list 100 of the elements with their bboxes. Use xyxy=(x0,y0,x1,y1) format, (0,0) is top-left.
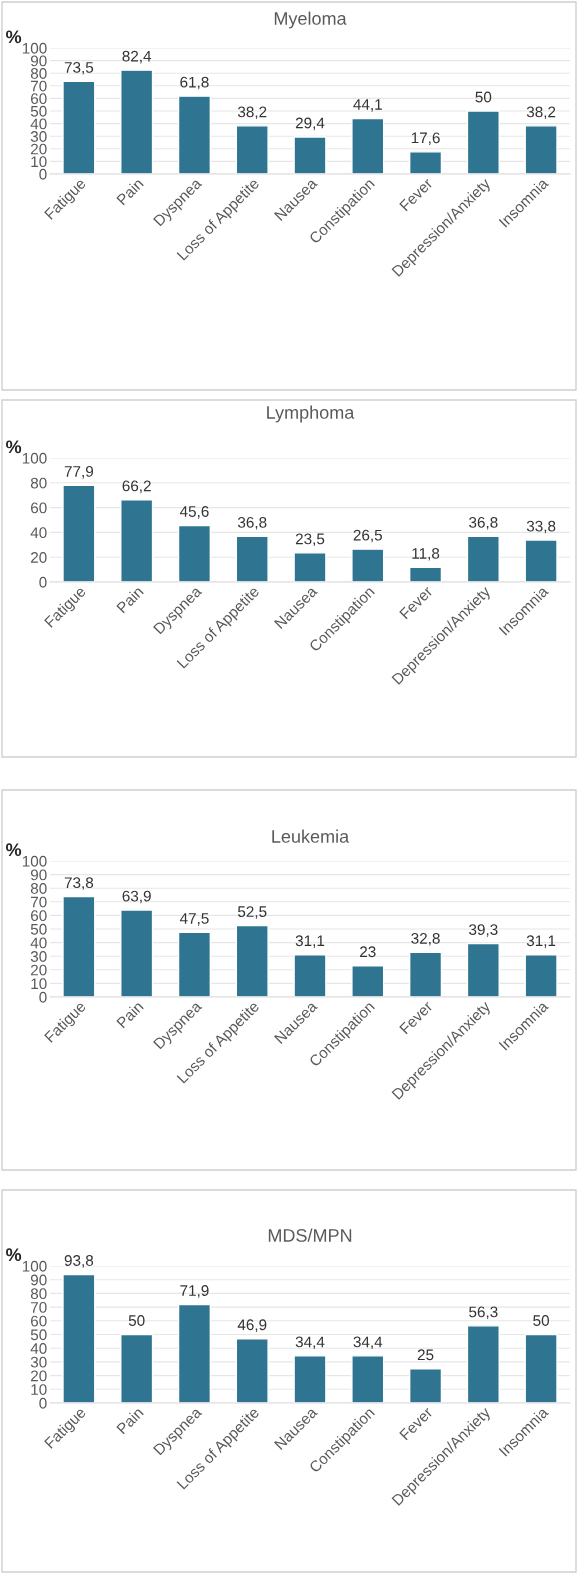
y-tick-label: 10 xyxy=(31,156,47,168)
data-label: 11,8 xyxy=(412,547,440,561)
bar xyxy=(235,1338,269,1403)
y-tick-label: 100 xyxy=(22,855,47,867)
data-label: 25 xyxy=(417,1349,434,1361)
y-tick-label: 80 xyxy=(30,477,47,489)
data-label: 33,8 xyxy=(526,520,556,534)
y-tick-label: 30 xyxy=(30,1356,47,1368)
x-tick-label: Pain xyxy=(115,1000,144,1029)
bar xyxy=(524,125,558,174)
y-tick-label: 0 xyxy=(39,1397,47,1409)
data-label: 32,8 xyxy=(411,933,440,946)
data-label: 31,1 xyxy=(295,935,325,948)
bar xyxy=(120,69,154,174)
bar xyxy=(351,548,385,582)
y-tick-label: 90 xyxy=(30,1274,47,1286)
bar xyxy=(408,151,443,174)
bar xyxy=(62,895,96,997)
y-tick-label: 40 xyxy=(30,527,47,539)
y-tick-label: 70 xyxy=(31,1301,47,1313)
bar xyxy=(120,499,154,582)
y-tick-label: 40 xyxy=(30,1343,47,1354)
y-tick-label: 70 xyxy=(31,80,47,92)
y-tick-label: 30 xyxy=(30,951,47,962)
y-tick-label: 40 xyxy=(30,937,47,949)
bar xyxy=(466,1325,500,1403)
data-label: 34,4 xyxy=(353,1336,383,1350)
chart-title: Lymphoma xyxy=(267,405,355,423)
y-tick-label: 0 xyxy=(39,576,47,588)
data-label: 38,2 xyxy=(237,106,267,120)
chart-title: Myeloma xyxy=(274,11,347,29)
y-tick-label: 10 xyxy=(31,1384,47,1395)
data-label: 50 xyxy=(533,1315,550,1326)
bar xyxy=(293,954,327,997)
y-tick-label: 100 xyxy=(22,452,47,464)
bar xyxy=(408,1368,443,1403)
data-label: 44,1 xyxy=(353,99,382,112)
y-tick-label: 60 xyxy=(31,1315,47,1327)
data-label: 46,9 xyxy=(237,1319,267,1332)
y-axis-title: % xyxy=(6,440,22,454)
x-tick-label: Pain xyxy=(115,585,144,614)
data-label: 56,3 xyxy=(469,1306,498,1320)
bar xyxy=(466,535,500,582)
bar xyxy=(235,924,269,997)
y-tick-label: 50 xyxy=(30,1329,47,1341)
bar xyxy=(235,535,269,582)
data-label: 73,5 xyxy=(64,62,94,75)
y-tick-label: 100 xyxy=(22,1260,47,1272)
bar xyxy=(408,566,443,582)
data-label: 31,1 xyxy=(526,935,556,948)
y-axis-title: % xyxy=(6,843,22,857)
y-tick-label: 20 xyxy=(31,1370,47,1382)
data-label: 93,8 xyxy=(64,1255,94,1268)
y-tick-label: 90 xyxy=(30,55,47,67)
data-label: 50 xyxy=(475,91,492,103)
bar xyxy=(524,954,558,997)
y-axis-title: % xyxy=(6,1248,22,1262)
y-tick-label: 20 xyxy=(31,552,47,563)
y-axis-title: % xyxy=(6,30,22,44)
y-tick-label: 50 xyxy=(30,923,47,935)
bar xyxy=(177,524,212,582)
bar xyxy=(524,539,558,582)
bar xyxy=(177,95,212,174)
data-label: 61,8 xyxy=(180,76,209,90)
y-tick-label: 100 xyxy=(22,42,47,54)
chart-title: Leukemia xyxy=(272,829,350,843)
bar xyxy=(408,951,443,997)
y-tick-label: 60 xyxy=(31,502,47,514)
y-tick-label: 80 xyxy=(30,1288,47,1300)
y-tick-label: 30 xyxy=(30,131,47,142)
bar xyxy=(177,931,212,997)
data-label: 38,2 xyxy=(526,106,556,120)
data-label: 39,3 xyxy=(469,924,498,937)
data-label: 73,8 xyxy=(64,877,94,890)
y-tick-label: 60 xyxy=(31,910,47,922)
x-tick-label: Pain xyxy=(115,1406,144,1435)
x-tick-label: Pain xyxy=(115,177,144,206)
data-label: 17,6 xyxy=(411,132,440,146)
y-tick-label: 90 xyxy=(30,869,47,881)
data-label: 47,5 xyxy=(179,913,209,926)
chart-title: MDS/MPN xyxy=(268,1228,352,1242)
y-tick-label: 20 xyxy=(31,143,47,155)
bar xyxy=(466,110,500,174)
data-label: 50 xyxy=(128,1315,145,1326)
data-label: 36,8 xyxy=(237,516,267,530)
bar xyxy=(177,1303,212,1403)
bar xyxy=(293,136,327,174)
data-label: 66,2 xyxy=(122,480,151,494)
y-tick-label: 40 xyxy=(30,118,47,130)
data-label: 23 xyxy=(360,946,376,958)
bar xyxy=(351,965,385,997)
data-label: 82,4 xyxy=(122,50,152,64)
bar xyxy=(120,909,154,997)
data-label: 34,4 xyxy=(295,1336,325,1350)
y-tick-label: 70 xyxy=(31,896,47,908)
y-tick-label: 10 xyxy=(31,978,47,990)
data-label: 45,6 xyxy=(179,506,209,519)
data-label: 23,5 xyxy=(295,533,325,547)
data-label: 26,5 xyxy=(353,529,383,543)
y-tick-label: 80 xyxy=(30,68,47,79)
